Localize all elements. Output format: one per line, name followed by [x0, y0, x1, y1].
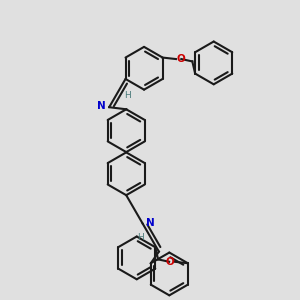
Text: O: O	[165, 257, 174, 267]
Text: H: H	[137, 233, 144, 242]
Text: N: N	[97, 101, 106, 111]
Text: O: O	[177, 54, 185, 64]
Text: H: H	[124, 91, 131, 100]
Text: N: N	[146, 218, 155, 228]
